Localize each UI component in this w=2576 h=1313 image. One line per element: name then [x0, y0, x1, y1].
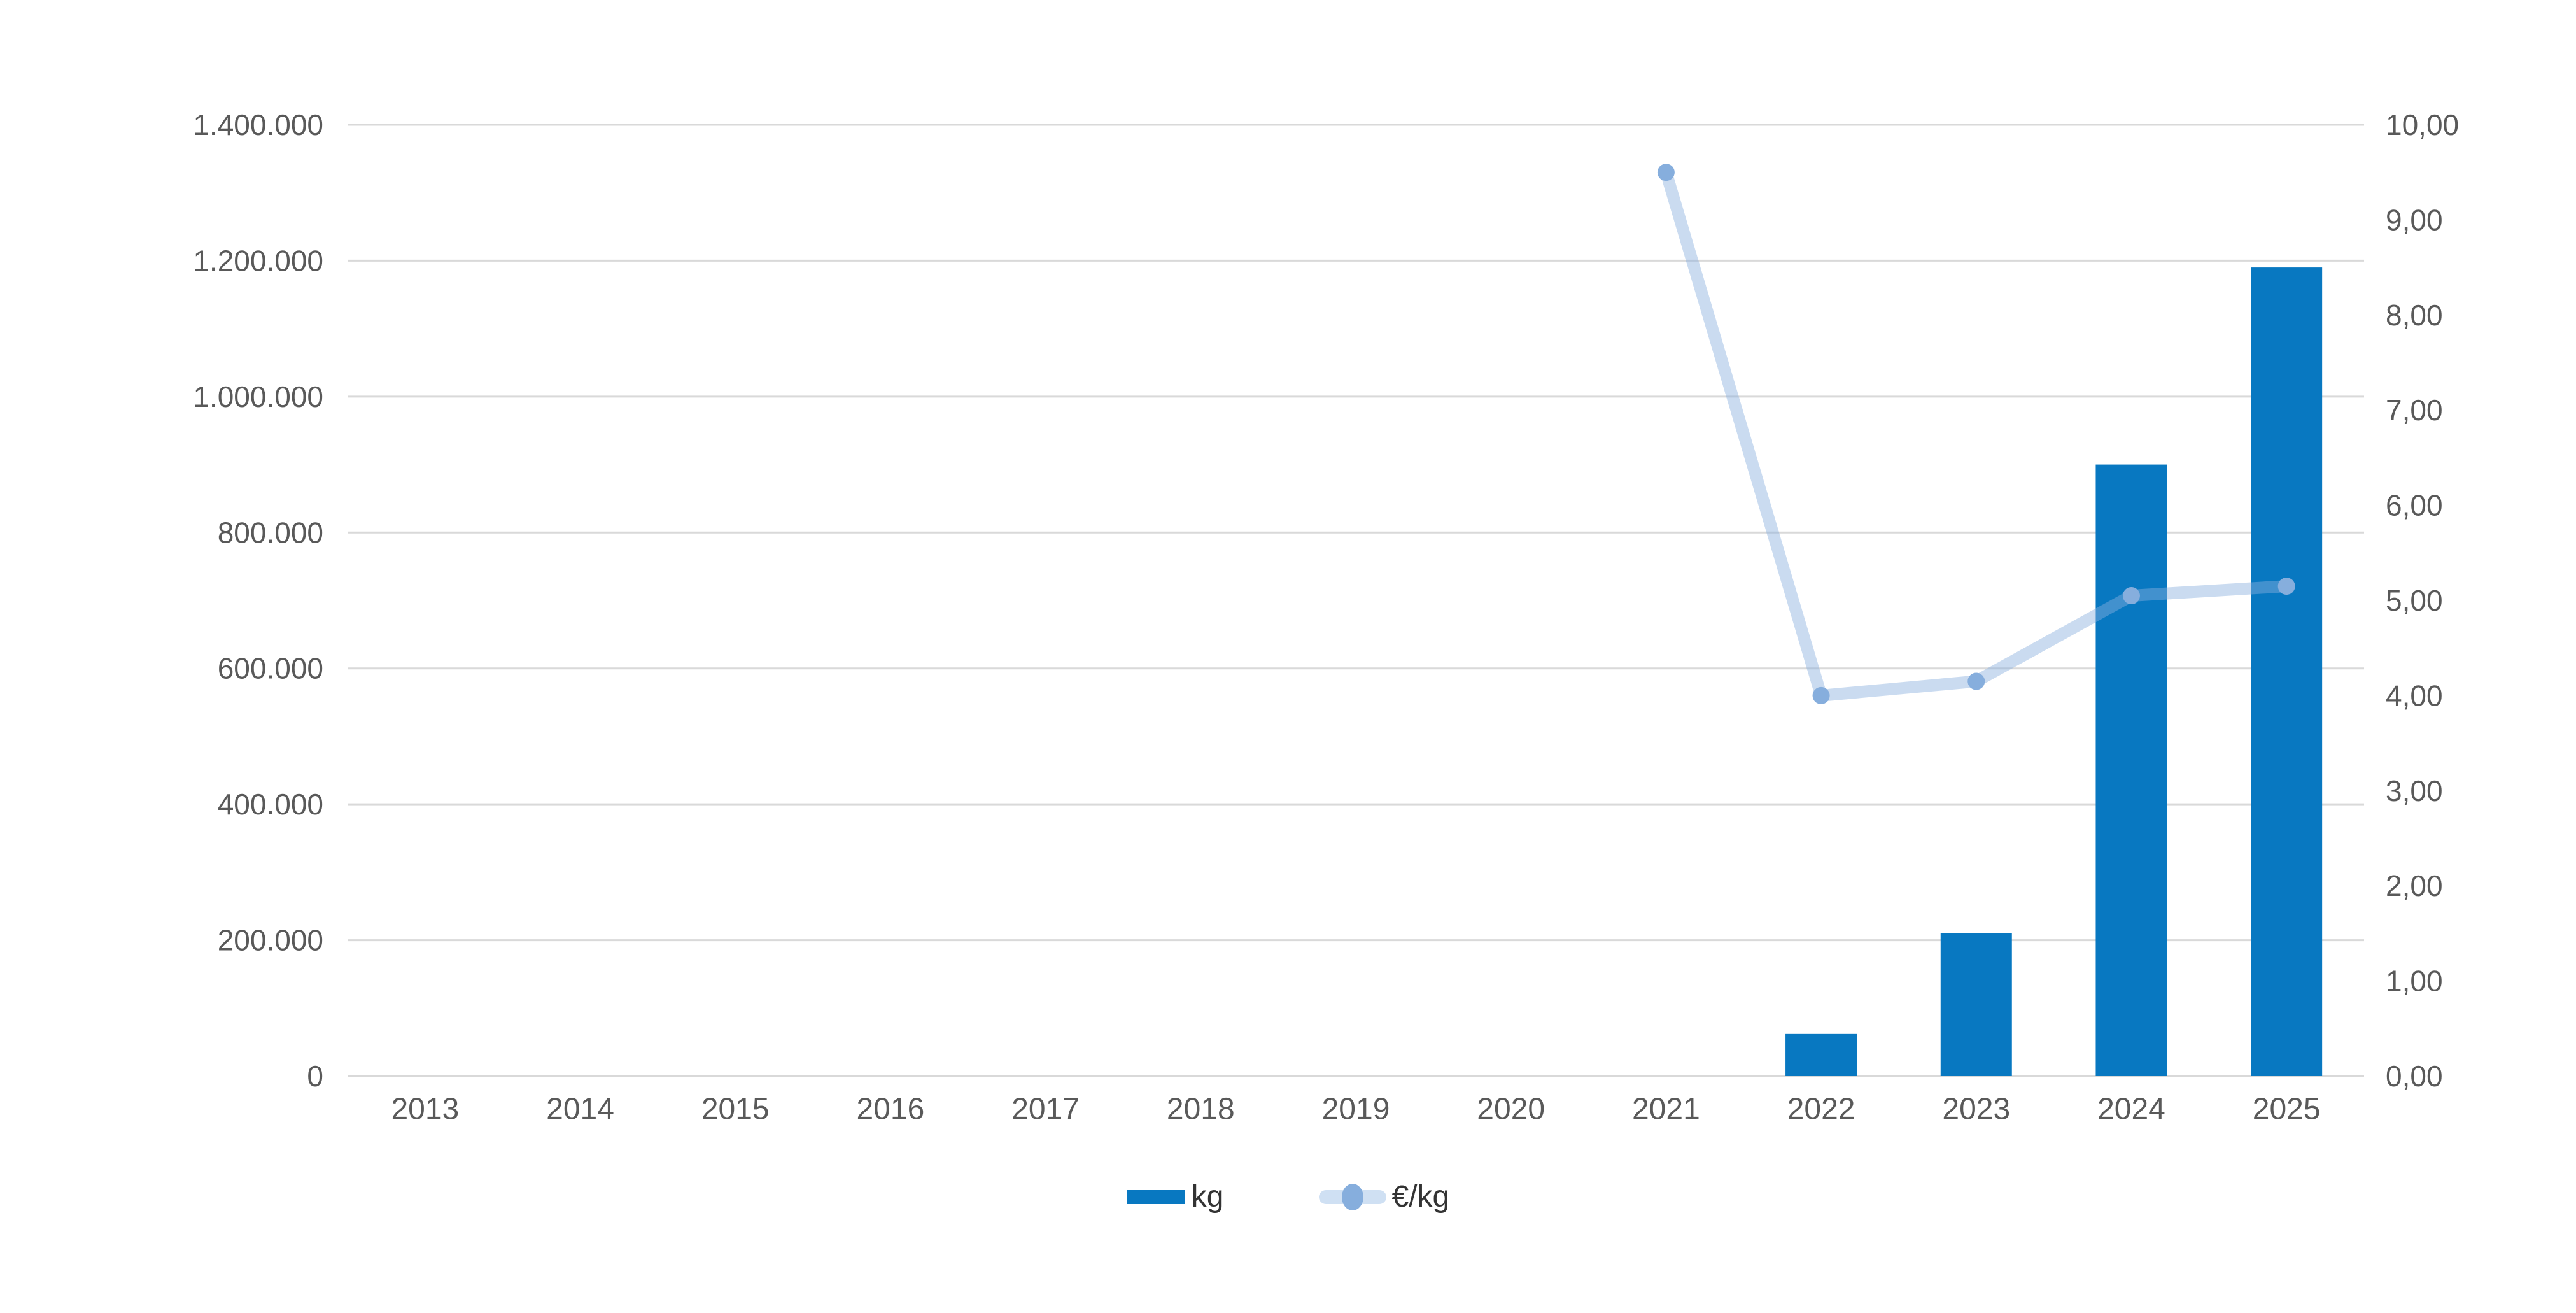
left-axis-tick-label: 600.000 [218, 652, 323, 685]
line-markers [1657, 164, 2295, 704]
legend: kg €/kg [0, 1182, 2576, 1212]
line-series-swatch [1319, 1184, 1387, 1210]
x-axis-label: 2013 [391, 1093, 459, 1126]
legend-label-eur-per-kg: €/kg [1391, 1180, 1450, 1214]
x-axis-label: 2021 [1632, 1093, 1700, 1126]
x-axis-label: 2022 [1787, 1093, 1855, 1126]
x-axis-label: 2025 [2253, 1093, 2321, 1126]
x-axis-label: 2024 [2097, 1093, 2165, 1126]
line-marker-2025[interactable] [2277, 578, 2295, 595]
left-axis-tick-label: 800.000 [218, 516, 323, 549]
bar-2023[interactable] [1940, 933, 2012, 1076]
x-axis-label: 2019 [1322, 1093, 1390, 1126]
left-axis-tick-label: 400.000 [218, 788, 323, 821]
bar-series-kg [1785, 267, 2323, 1077]
legend-item-eur-per-kg[interactable]: €/kg [1319, 1182, 1449, 1212]
right-axis-tick-label: 10,00 [2386, 108, 2459, 141]
left-axis-tick-label: 1.400.000 [193, 108, 323, 141]
right-axis-tick-label: 4,00 [2386, 679, 2443, 712]
right-axis-tick-label: 1,00 [2386, 965, 2443, 998]
x-axis-label: 2017 [1011, 1093, 1080, 1126]
right-axis-tick-label: 9,00 [2386, 203, 2443, 236]
x-axis-label: 2014 [546, 1093, 614, 1126]
left-axis-tick-label: 1.200.000 [193, 244, 323, 277]
x-axis-labels: 2013 2014 2015 2016 2017 2018 2019 2020 2021 2022… [391, 1093, 2320, 1126]
legend-label-kg: kg [1191, 1180, 1224, 1214]
x-axis-label: 2016 [857, 1093, 925, 1126]
line-marker-2022[interactable] [1812, 686, 1830, 704]
right-axis-tick-label: 0,00 [2386, 1060, 2443, 1093]
x-axis-label: 2018 [1167, 1093, 1235, 1126]
left-axis-tick-label: 200.000 [218, 924, 323, 957]
line-marker-2024[interactable] [2122, 587, 2140, 605]
x-axis-label: 2023 [1942, 1093, 2010, 1126]
right-axis-tick-label: 7,00 [2386, 394, 2443, 427]
right-axis-tick-label: 2,00 [2386, 869, 2443, 902]
right-axis-tick-label: 6,00 [2386, 489, 2443, 522]
right-axis-tick-labels: 10,00 9,00 8,00 7,00 6,00 5,00 4,00 3,00 2,00 1,0… [2386, 108, 2459, 1093]
line-series-marker-dot [1342, 1184, 1364, 1210]
left-axis-tick-labels: 1.400.000 1.200.000 1.000.000 800.000 600.00… [193, 108, 323, 1093]
line-marker-2023[interactable] [1967, 672, 1985, 690]
bar-2025[interactable] [2251, 267, 2323, 1077]
legend-item-kg[interactable]: kg [1126, 1180, 1224, 1214]
left-axis-tick-label: 0 [307, 1060, 323, 1093]
x-axis-label: 2020 [1477, 1093, 1545, 1126]
left-axis-tick-label: 1.000.000 [193, 380, 323, 413]
line-marker-2021[interactable] [1657, 164, 1675, 181]
x-axis-label: 2015 [701, 1093, 770, 1126]
line-series-eur-per-kg [1659, 166, 2293, 702]
right-axis-tick-label: 8,00 [2386, 299, 2443, 332]
right-axis-tick-label: 3,00 [2386, 774, 2443, 807]
bar-series-swatch [1126, 1190, 1185, 1204]
bar-2022[interactable] [1785, 1033, 1857, 1076]
right-axis-tick-label: 5,00 [2386, 584, 2443, 617]
gridlines [348, 124, 2364, 1077]
bar-2024[interactable] [2095, 464, 2167, 1076]
